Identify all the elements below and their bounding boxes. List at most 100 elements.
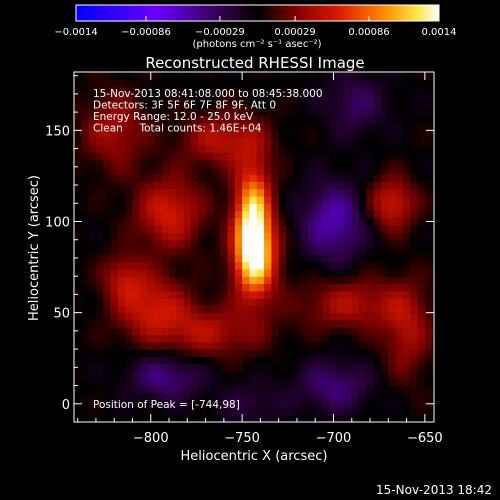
heatmap-cell [117, 290, 126, 299]
heatmap-cell [242, 123, 251, 131]
heatmap-cell [373, 319, 382, 328]
heatmap-cell [271, 217, 280, 226]
heatmap-cell [117, 137, 126, 146]
heatmap-cell [351, 268, 360, 277]
heatmap-cell [147, 232, 156, 241]
heatmap-cell [307, 108, 316, 117]
heatmap-cell [161, 392, 170, 401]
heatmap-cell [322, 137, 331, 146]
heatmap-cell [344, 334, 353, 343]
heatmap-cell [381, 407, 389, 416]
heatmap-cell [256, 363, 265, 372]
heatmap-cell [285, 247, 294, 255]
heatmap-cell [169, 407, 177, 416]
heatmap-cell [81, 290, 90, 299]
heatmap-cell [132, 283, 141, 292]
heatmap-cell [344, 210, 353, 219]
heatmap-cell [424, 283, 433, 292]
heatmap-cell [227, 123, 236, 131]
heatmap-cell [154, 101, 163, 110]
heatmap-cell [212, 123, 221, 131]
heatmap-cell [359, 385, 367, 394]
heatmap-cell [256, 407, 265, 416]
heatmap-cell [205, 225, 214, 234]
colorbar-tick-label: 0.00029 [274, 27, 315, 38]
heatmap-cell [322, 341, 331, 350]
heatmap-cell [271, 130, 280, 139]
heatmap-cell [190, 392, 199, 401]
heatmap-cell [88, 283, 97, 292]
heatmap-cell [190, 334, 199, 343]
heatmap-cell [198, 319, 207, 328]
heatmap-cell [285, 79, 294, 88]
heatmap-cell [212, 298, 221, 306]
heatmap-cell [249, 268, 258, 277]
heatmap-cell [110, 137, 119, 146]
heatmap-cell [190, 370, 199, 379]
heatmap-cell [176, 363, 185, 372]
heatmap-cell [256, 195, 265, 204]
heatmap-cell [242, 268, 251, 277]
heatmap-cell [212, 217, 221, 226]
heatmap-cell [161, 327, 170, 336]
heatmap-cell [359, 144, 367, 153]
heatmap-cell [95, 79, 104, 88]
heatmap-cell [147, 144, 156, 153]
heatmap-cell [293, 392, 302, 401]
heatmap-cell [388, 305, 397, 314]
heatmap-cell [220, 159, 229, 168]
heatmap-cell [381, 123, 389, 131]
heatmap-cell [322, 159, 331, 168]
heatmap-cell [103, 400, 112, 409]
heatmap-cell [234, 174, 243, 182]
heatmap-cell [176, 93, 185, 102]
heatmap-cell [373, 268, 382, 277]
heatmap-cell [212, 181, 221, 190]
heatmap-cell [183, 305, 192, 314]
heatmap-cell [74, 268, 82, 277]
heatmap-cell [147, 130, 156, 139]
heatmap-cell [117, 356, 126, 365]
heatmap-cell [395, 166, 404, 175]
heatmap-cell [161, 319, 170, 328]
heatmap-cell [169, 319, 177, 328]
heatmap-cell [344, 72, 353, 80]
heatmap-cell [74, 115, 82, 124]
heatmap-cell [351, 203, 360, 212]
heatmap-cell [359, 349, 367, 357]
heatmap-cell [381, 217, 389, 226]
heatmap-cell [256, 254, 265, 263]
heatmap-cell [227, 254, 236, 263]
heatmap-cell [300, 378, 309, 387]
heatmap-cell [110, 195, 119, 204]
heatmap-cell [95, 101, 104, 110]
heatmap-cell [249, 385, 258, 394]
heatmap-cell [278, 93, 287, 102]
heatmap-cell [234, 327, 243, 336]
heatmap-cell [176, 137, 185, 146]
heatmap-cell [351, 407, 360, 416]
heatmap-cell [117, 378, 126, 387]
heatmap-cell [220, 312, 229, 321]
heatmap-cell [307, 79, 316, 88]
heatmap-cell [424, 247, 433, 255]
heatmap-cell [234, 130, 243, 139]
heatmap-cell [366, 195, 375, 204]
heatmap-cell [176, 152, 185, 161]
heatmap-cell [293, 349, 302, 357]
heatmap-cell [74, 392, 82, 401]
heatmap-cell [169, 195, 177, 204]
heatmap-cell [337, 407, 346, 416]
heatmap-cell [410, 370, 419, 379]
heatmap-cell [227, 327, 236, 336]
heatmap-cell [169, 290, 177, 299]
heatmap-cell [322, 203, 331, 212]
heatmap-cell [417, 349, 426, 357]
heatmap-cell [402, 312, 411, 321]
heatmap-cell [329, 210, 338, 219]
heatmap-cell [395, 298, 404, 306]
heatmap-cell [227, 370, 236, 379]
heatmap-cell [432, 276, 434, 285]
heatmap-cell [322, 188, 331, 197]
heatmap-cell [351, 312, 360, 321]
